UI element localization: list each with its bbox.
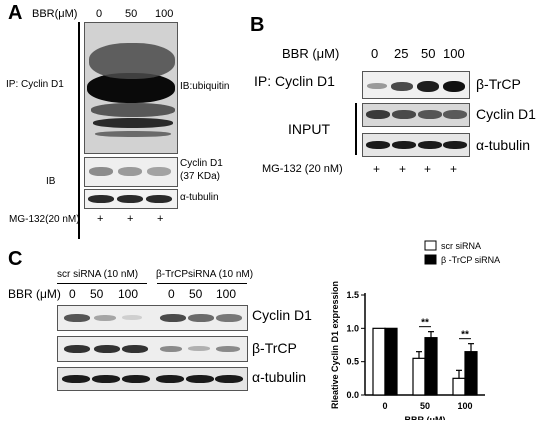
panel-c-trcp-label: β-TrCP [252,340,297,356]
panel-a-mg132-label: MG-132(20 nM) [9,214,80,225]
panel-c-group2-label: β-TrCPsiRNA (10 nM) [156,269,254,280]
panel-c-conc-5: 50 [189,287,203,301]
panel-b-ip-label: IP: Cyclin D1 [254,73,335,89]
legend-swatch [424,240,437,251]
panel-c-group1-label: scr siRNA (10 nM) [57,269,139,280]
y-tick-label: 1.5 [346,290,359,300]
panel-a-cyclin-label: Cyclin D1 [180,158,223,169]
panel-a-tubulin-label: α-tubulin [180,192,219,203]
panel-a-conc-50: 50 [125,8,138,20]
y-axis-label: Rleative Cyclin D1 expression [330,281,340,409]
panel-a-bracket-line [78,22,80,239]
panel-b-conc-25: 25 [394,46,409,61]
panel-a-bbr-header: BBR(μM) [32,8,78,20]
panel-c-conc-6: 100 [216,287,237,301]
tubulin-blot-c [57,367,248,391]
panel-b-bbr-header: BBR (μM) [282,46,340,61]
panel-c-conc-3: 100 [118,287,139,301]
group1-underline [57,283,147,284]
legend-label: scr siRNA [441,241,481,251]
panel-a-plus-2: + [127,213,134,225]
panel-b-input-label: INPUT [288,121,330,137]
bar-trcp-0 [384,327,398,396]
cyclin-d1-blot-a [84,157,178,187]
panel-b-tubulin-label: α-tubulin [476,137,531,153]
panel-b-input-bracket [355,103,357,155]
panel-b-conc-100: 100 [443,46,465,61]
panel-a-ip-label: IP: Cyclin D1 [6,79,64,90]
panel-b-cyclin-label: Cyclin D1 [476,106,536,122]
y-tick-label: 0.0 [346,390,359,400]
panel-b-plus-1: + [373,162,381,176]
panel-b-letter: B [250,14,265,36]
panel-a-ib-ubiquitin-label: IB:ubiquitin [180,81,230,92]
bar-scr-0 [372,327,386,396]
panel-a-plus-1: + [97,213,104,225]
legend-swatch [424,254,437,265]
panel-c-conc-2: 50 [90,287,104,301]
panel-a-ib-label: IB [46,176,56,187]
y-tick-label: 1.0 [346,323,359,333]
panel-b-conc-0: 0 [371,46,379,61]
panel-b-conc-50: 50 [421,46,436,61]
panel-c-conc-4: 0 [168,287,175,301]
trcp-blot-b [362,71,470,99]
bar-scr-100 [452,377,466,396]
panel-a-plus-3: + [157,213,164,225]
panel-c-conc-1: 0 [69,287,76,301]
trcp-blot-c [57,336,248,362]
bar-trcp-100 [464,351,478,396]
x-tick-label: 100 [457,401,472,411]
panel-c-cyclin-label: Cyclin D1 [252,307,312,323]
significance-marker: ** [461,330,469,341]
panel-c-tubulin-label: α-tubulin [252,369,307,385]
legend-label: β -TrCP siRNA [441,255,500,265]
cyclin-d1-expression-chart: 0.0 0.5 1.0 1.5 Rleative Cyclin D1 expressio… [330,240,500,420]
group2-underline [157,283,247,284]
panel-c-letter: C [8,248,23,270]
panel-a-conc-100: 100 [155,8,174,20]
panel-c-bbr-header: BBR (μM) [8,287,61,301]
significance-marker: ** [421,318,429,329]
bar-trcp-50 [424,337,438,396]
panel-b-plus-3: + [424,162,432,176]
bar-scr-50 [412,357,426,396]
panel-b-mg132-label: MG-132 (20 nM) [262,163,343,175]
panel-a-conc-0: 0 [96,8,103,20]
x-tick-label: 0 [382,401,387,411]
panel-b-plus-2: + [399,162,407,176]
panel-a-kda-label: (37 KDa) [180,171,221,182]
cyclin-d1-blot-c [57,305,248,331]
y-tick-label: 0.5 [346,357,359,367]
panel-b-plus-4: + [450,162,458,176]
panel-a-letter: A [8,2,23,24]
tubulin-blot-a [84,189,178,209]
x-axis-label: BBR (μM) [405,415,446,420]
panel-b-trcp-label: β-TrCP [476,76,521,92]
ubiquitin-blot [84,22,178,154]
tubulin-blot-b [362,133,470,157]
cyclin-d1-blot-b [362,103,470,127]
x-tick-label: 50 [420,401,430,411]
